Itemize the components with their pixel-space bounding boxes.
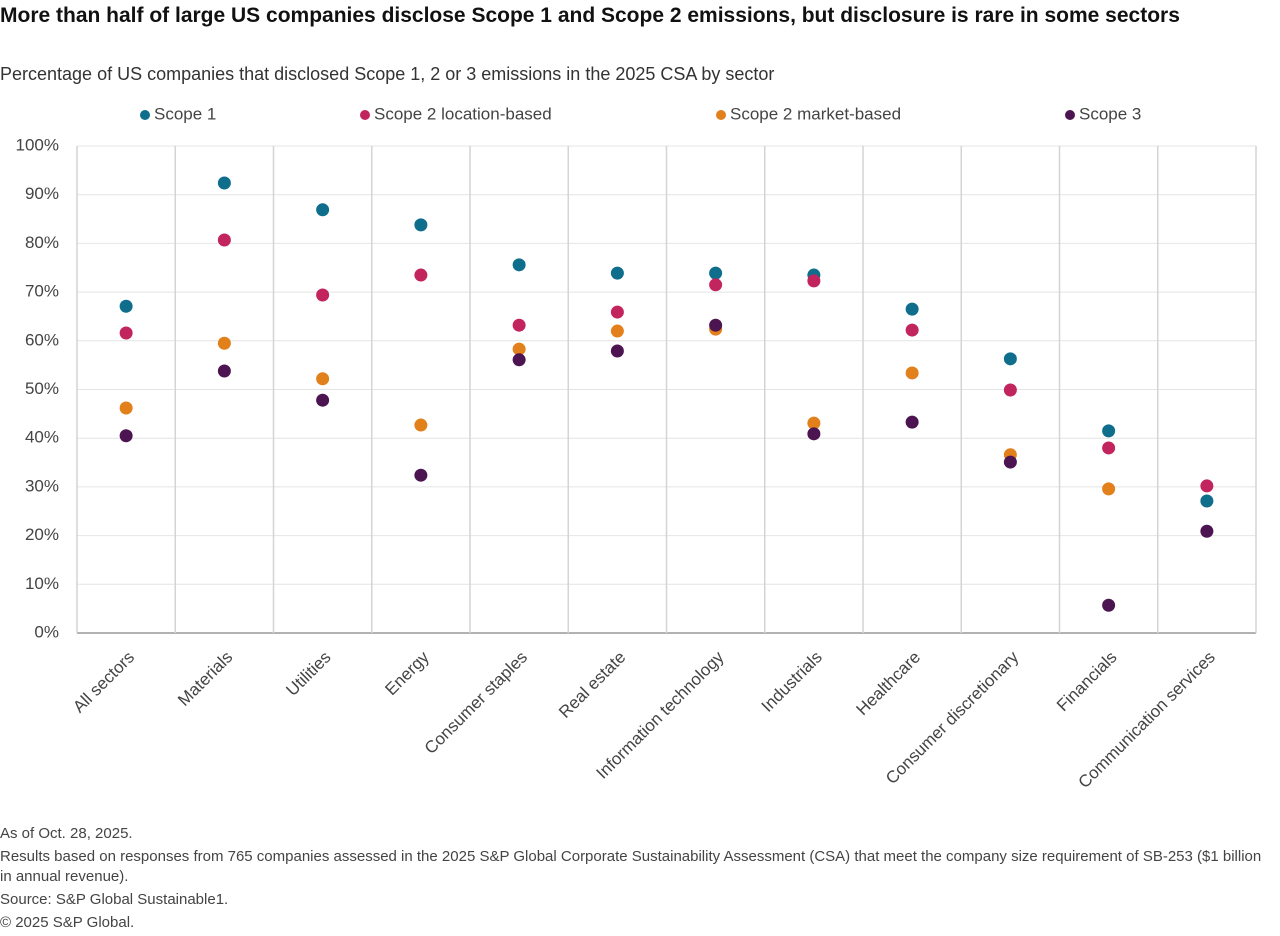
data-point [119, 326, 133, 340]
data-point [1102, 482, 1116, 496]
x-tick-label: Utilities [282, 648, 334, 700]
data-point [709, 318, 723, 332]
data-point [217, 233, 231, 247]
legend-label: Scope 3 [1079, 104, 1141, 123]
data-point [1200, 524, 1214, 538]
legend-marker [360, 110, 370, 120]
data-point [1003, 383, 1017, 397]
y-tick-label: 70% [25, 282, 59, 301]
data-point [610, 344, 624, 358]
chart: 0% 10% 20% 30% 40% 50% 60% 70% 80% 90% 100% Scope 1… [16, 104, 1257, 792]
data-point [1102, 441, 1116, 455]
data-point [610, 305, 624, 319]
data-point [709, 278, 723, 292]
data-point [316, 372, 330, 386]
data-point [512, 258, 526, 272]
x-tick-label: Real estate [555, 648, 629, 722]
data-point [905, 366, 919, 380]
y-tick-label: 0% [34, 622, 59, 641]
y-tick-label: 80% [25, 233, 59, 252]
data-point [316, 288, 330, 302]
data-point [1200, 494, 1214, 508]
data-point [807, 416, 821, 430]
legend-label: Scope 2 market-based [730, 104, 901, 123]
data-point [512, 353, 526, 367]
data-point [807, 427, 821, 441]
data-point [1003, 455, 1017, 469]
data-point [217, 364, 231, 378]
data-point [119, 401, 133, 415]
data-point [807, 274, 821, 288]
note: Results based on responses from 765 comp… [0, 848, 1262, 885]
data-point [512, 342, 526, 356]
legend-marker [1065, 110, 1075, 120]
legend-label: Scope 2 location-based [374, 104, 552, 123]
data-point [119, 299, 133, 313]
data-point [1102, 598, 1116, 612]
y-tick-label: 50% [25, 379, 59, 398]
x-tick-label: All sectors [69, 648, 138, 717]
data-point [905, 302, 919, 316]
chart-subtitle: Percentage of US companies that disclose… [0, 64, 775, 84]
x-tick-label: Industrials [758, 648, 826, 716]
data-point [1003, 352, 1017, 366]
notes: As of Oct. 28, 2025. Results based on res… [0, 824, 1270, 936]
data-point [709, 266, 723, 280]
data-point [217, 176, 231, 190]
note: As of Oct. 28, 2025. [0, 825, 133, 842]
x-tick-label: Healthcare [853, 648, 925, 720]
data-point [414, 218, 428, 232]
y-tick-label: 60% [25, 330, 59, 349]
legend-marker [716, 110, 726, 120]
y-tick-label: 40% [25, 428, 59, 447]
legend-label: Scope 1 [154, 104, 216, 123]
y-tick-label: 20% [25, 525, 59, 544]
y-tick-label: 90% [25, 184, 59, 203]
data-point [610, 266, 624, 280]
data-point [905, 323, 919, 337]
y-tick-label: 10% [25, 574, 59, 593]
data-point [119, 429, 133, 443]
data-point [316, 393, 330, 407]
data-point [414, 268, 428, 282]
data-point [414, 418, 428, 432]
x-tick-label: Materials [174, 648, 236, 710]
y-tick-label: 100% [16, 135, 59, 154]
data-point [512, 318, 526, 332]
legend-marker [140, 110, 150, 120]
data-point [1200, 479, 1214, 493]
chart-title: More than half of large US companies dis… [0, 4, 1180, 27]
data-point [316, 203, 330, 217]
data-point [1102, 424, 1116, 438]
note: Source: S&P Global Sustainable1. [0, 891, 229, 908]
x-tick-label: Energy [381, 647, 433, 699]
note: © 2025 S&P Global. [0, 914, 135, 931]
data-point [610, 324, 624, 338]
x-tick-label: Consumer staples [421, 648, 531, 758]
x-tick-label: Financials [1053, 648, 1121, 716]
y-tick-label: 30% [25, 476, 59, 495]
data-point [905, 415, 919, 429]
data-point [217, 336, 231, 350]
data-point [414, 468, 428, 482]
